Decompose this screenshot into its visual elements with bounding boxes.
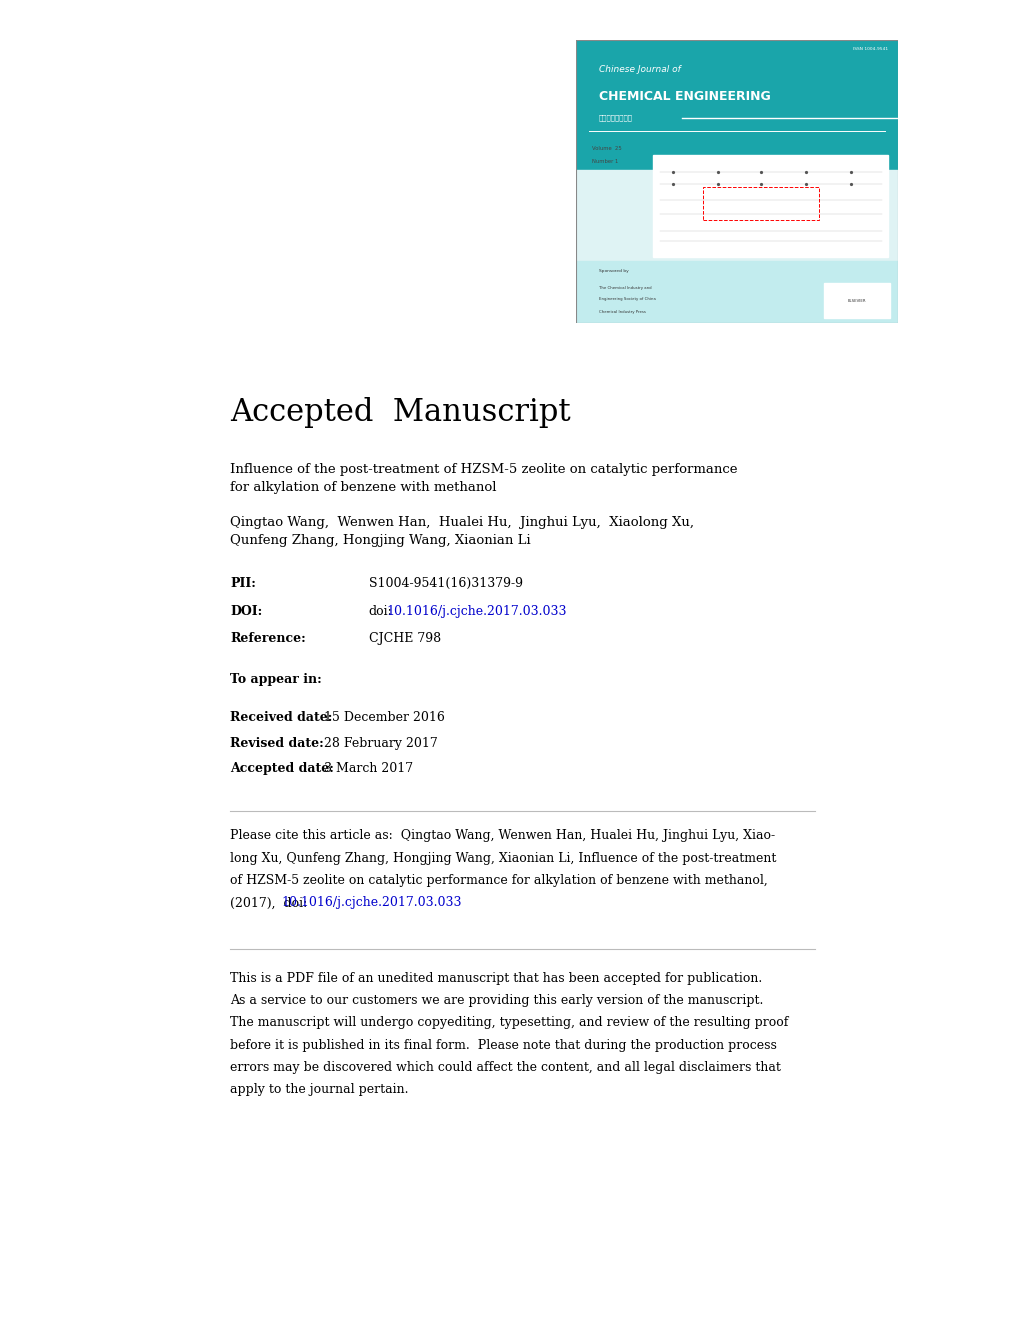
Text: The Chemical Industry and: The Chemical Industry and — [598, 286, 651, 290]
Text: CHEMICAL ENGINEERING: CHEMICAL ENGINEERING — [598, 90, 769, 103]
Text: Sponsored by: Sponsored by — [598, 269, 628, 273]
Bar — [576, 40, 897, 170]
Text: Reference:: Reference: — [230, 632, 306, 645]
Text: before it is published in its final form.  Please note that during the productio: before it is published in its final form… — [230, 1039, 776, 1052]
Text: S1004-9541(16)31379-9: S1004-9541(16)31379-9 — [368, 577, 522, 590]
Text: Chinese Journal of: Chinese Journal of — [598, 65, 680, 74]
Text: Received date:: Received date: — [230, 711, 332, 725]
Text: of HZSM-5 zeolite on catalytic performance for alkylation of benzene with methan: of HZSM-5 zeolite on catalytic performan… — [230, 874, 767, 887]
Text: Engineering Society of China: Engineering Society of China — [598, 297, 655, 301]
Text: 10.1016/j.cjche.2017.03.033: 10.1016/j.cjche.2017.03.033 — [386, 605, 567, 618]
Text: Please cite this article as:  Qingtao Wang, Wenwen Han, Hualei Hu, Jinghui Lyu, : Please cite this article as: Qingtao Wan… — [230, 829, 774, 842]
Bar — [576, 170, 897, 323]
Text: CJCHE 798: CJCHE 798 — [368, 632, 440, 645]
Text: Accepted date:: Accepted date: — [230, 762, 334, 775]
Text: Qingtao Wang,  Wenwen Han,  Hualei Hu,  Jinghui Lyu,  Xiaolong Xu,
Qunfeng Zhang: Qingtao Wang, Wenwen Han, Hualei Hu, Jin… — [230, 516, 694, 546]
Text: Number 1: Number 1 — [592, 158, 619, 164]
Text: apply to the journal pertain.: apply to the journal pertain. — [230, 1084, 409, 1097]
Text: As a service to our customers we are providing this early version of the manuscr: As a service to our customers we are pro… — [230, 994, 763, 1007]
Text: DOI:: DOI: — [230, 605, 262, 618]
Text: 10.1016/j.cjche.2017.03.033: 10.1016/j.cjche.2017.03.033 — [281, 896, 462, 909]
Text: Influence of the post-treatment of HZSM-5 zeolite on catalytic performance
for a: Influence of the post-treatment of HZSM-… — [230, 463, 737, 494]
Text: 3 March 2017: 3 March 2017 — [323, 762, 413, 775]
Text: errors may be discovered which could affect the content, and all legal disclaime: errors may be discovered which could aff… — [230, 1061, 781, 1074]
Bar — [823, 282, 889, 318]
Text: Revised date:: Revised date: — [230, 737, 324, 750]
Text: ISSN 1004-9541: ISSN 1004-9541 — [852, 46, 888, 50]
Text: Accepted  Manuscript: Accepted Manuscript — [230, 397, 571, 428]
Text: Volume  25: Volume 25 — [592, 147, 622, 152]
Text: This is a PDF file of an unedited manuscript that has been accepted for publicat: This is a PDF file of an unedited manusc… — [230, 972, 762, 985]
Text: long Xu, Qunfeng Zhang, Hongjing Wang, Xiaonian Li, Influence of the post-treatm: long Xu, Qunfeng Zhang, Hongjing Wang, X… — [230, 851, 775, 865]
Text: To appear in:: To appear in: — [230, 673, 322, 685]
Text: ELSEVIER: ELSEVIER — [847, 298, 865, 302]
Text: (2017),  doi:: (2017), doi: — [230, 896, 307, 909]
Text: 15 December 2016: 15 December 2016 — [323, 711, 444, 725]
Text: Chemical Industry Press: Chemical Industry Press — [598, 310, 645, 314]
Text: The manuscript will undergo copyediting, typesetting, and review of the resultin: The manuscript will undergo copyediting,… — [230, 1016, 788, 1030]
Text: doi:: doi: — [368, 605, 392, 618]
Bar — [702, 187, 818, 220]
Bar — [653, 154, 888, 256]
Bar — [576, 261, 897, 323]
Text: 中国化学工程学报: 中国化学工程学报 — [598, 115, 632, 121]
Text: PII:: PII: — [230, 577, 256, 590]
Text: 28 February 2017: 28 February 2017 — [323, 737, 437, 750]
